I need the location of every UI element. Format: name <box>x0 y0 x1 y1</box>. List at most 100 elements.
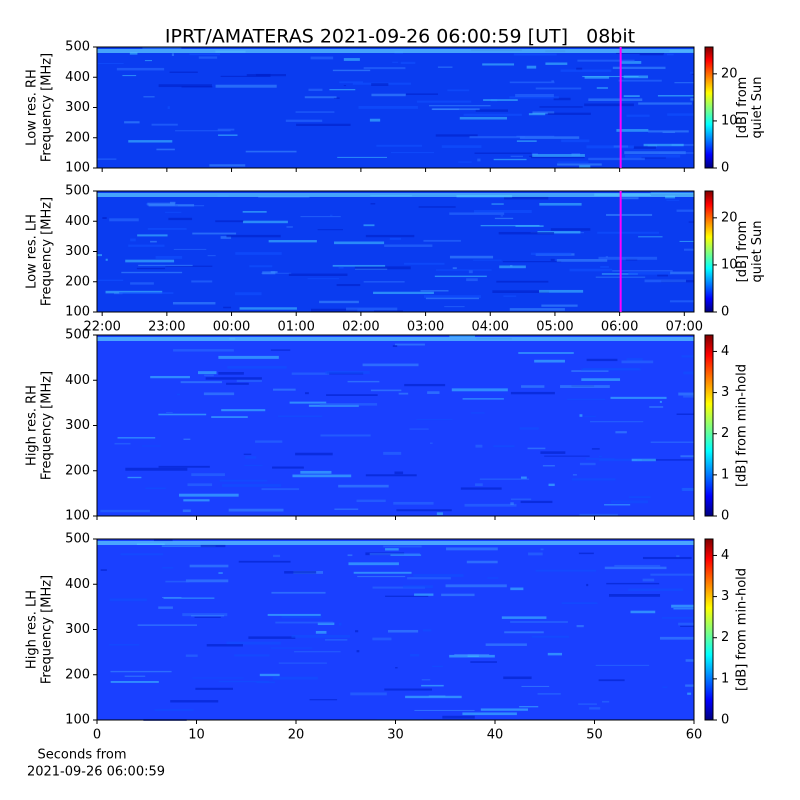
spectrogram-texture <box>226 641 281 645</box>
spectrogram-texture <box>271 591 326 594</box>
spectrogram-texture <box>389 237 402 240</box>
spectrogram-texture <box>369 118 381 122</box>
spectrogram-texture <box>194 616 221 618</box>
spectrogram-texture <box>330 214 333 217</box>
spectrogram-texture <box>234 292 262 296</box>
spectrogram-texture <box>482 63 515 66</box>
spectrogram-texture <box>285 119 323 122</box>
spectrogram-texture <box>272 388 296 391</box>
spectrogram-texture <box>685 659 694 662</box>
spectrogram-texture <box>332 69 371 72</box>
y-tick-label: 100 <box>65 509 90 524</box>
spectrogram-texture <box>374 310 403 313</box>
spectrogram-texture <box>610 396 667 399</box>
y-tick-label: 400 <box>65 70 90 85</box>
spectrogram-texture <box>151 123 178 126</box>
spectrogram-texture <box>557 161 589 163</box>
spectrogram-texture <box>666 199 680 201</box>
spectrogram-texture <box>191 615 225 617</box>
spectrogram-texture <box>657 95 694 97</box>
colorbar <box>704 190 714 313</box>
spectrogram-texture <box>154 709 194 711</box>
spectrogram-texture <box>519 136 580 139</box>
spectrogram-texture <box>179 493 239 497</box>
spectrogram-texture <box>620 61 642 64</box>
spectrogram-texture <box>127 476 142 479</box>
spectrogram-texture <box>498 231 555 235</box>
spectrogram-texture <box>320 434 371 437</box>
spectrogram-texture <box>618 79 662 82</box>
spectrogram-texture <box>226 382 249 385</box>
spectrogram-texture <box>245 456 257 459</box>
spectrogram-texture <box>530 252 572 256</box>
spectrogram-texture <box>373 291 434 295</box>
y-tick-label: 400 <box>65 373 90 388</box>
spectrogram-texture <box>471 412 485 414</box>
y-tick-label: 400 <box>65 214 90 229</box>
colorbar-tick-label: 10 <box>721 113 738 128</box>
spectrogram-texture <box>105 258 108 261</box>
x-tick-label: 04:00 <box>472 320 509 335</box>
spectrogram-texture <box>462 398 504 400</box>
spectrogram-texture <box>579 164 591 168</box>
spectrogram-texture <box>491 203 504 205</box>
spectrogram-texture <box>586 358 618 362</box>
spectrogram-texture <box>424 295 481 298</box>
x-tick-label: 20 <box>288 728 305 743</box>
y-tick-label: 100 <box>65 161 90 176</box>
spectrogram-texture <box>691 73 694 75</box>
spectrogram-texture <box>462 712 517 716</box>
spectrogram-texture <box>236 379 262 383</box>
spectrogram-texture <box>147 228 187 230</box>
spectrogram-texture <box>311 308 358 312</box>
spectrogram-texture <box>459 116 507 120</box>
spectrogram-texture <box>390 554 422 556</box>
spectrogram-texture <box>390 151 434 154</box>
spectrogram-texture <box>581 378 621 381</box>
spectrogram-texture <box>690 98 694 101</box>
spectrogram-texture <box>406 93 438 95</box>
spectrogram-texture <box>510 155 524 158</box>
spectrogram-texture <box>109 644 140 646</box>
spectrogram-texture <box>239 307 297 310</box>
spectrogram-texture <box>156 148 175 151</box>
spectrogram-texture <box>220 236 232 239</box>
spectrogram-texture <box>121 271 183 274</box>
spectrogram-texture <box>175 130 231 132</box>
spectrogram-texture <box>173 349 234 352</box>
spectrogram-texture <box>120 553 164 556</box>
y-axis-label: Frequency [MHz] <box>40 197 55 306</box>
spectrogram-texture <box>272 676 318 680</box>
spectrogram-texture <box>520 500 553 504</box>
spectrogram-texture <box>638 236 663 238</box>
spectrogram-texture <box>642 578 655 582</box>
spectrogram-texture <box>270 271 278 274</box>
spectrogram-texture <box>117 437 156 439</box>
spectrogram-texture <box>535 87 582 90</box>
spectrogram-texture <box>221 484 282 487</box>
spectrogram-texture <box>452 267 457 270</box>
spectrogram-texture <box>519 427 539 430</box>
spectrogram-texture <box>182 613 228 617</box>
spectrogram-texture <box>355 630 359 633</box>
spectrogram-texture <box>449 335 476 338</box>
spectrogram-texture <box>572 474 577 476</box>
spectrogram-texture <box>278 662 327 664</box>
spectrogram-texture <box>509 308 565 311</box>
y-axis-label: Frequency [MHz] <box>40 53 55 162</box>
spectrogram-texture <box>392 61 399 63</box>
spectrogram-texture <box>539 289 584 293</box>
spectrogram-texture <box>473 209 532 213</box>
spectrogram-texture <box>540 548 544 551</box>
spectrogram-texture <box>218 680 270 683</box>
spectrogram-texture <box>616 52 665 55</box>
colorbar-label: [dB] from <box>735 221 750 283</box>
x-tick-label: 05:00 <box>536 320 573 335</box>
x-label: Seconds from <box>37 748 126 763</box>
spectrogram-texture <box>268 240 317 243</box>
spectrogram-texture <box>347 380 380 383</box>
spectrogram-texture <box>548 483 555 487</box>
spectrogram-texture <box>227 365 287 369</box>
colorbar-tick-label: 2 <box>721 630 729 645</box>
